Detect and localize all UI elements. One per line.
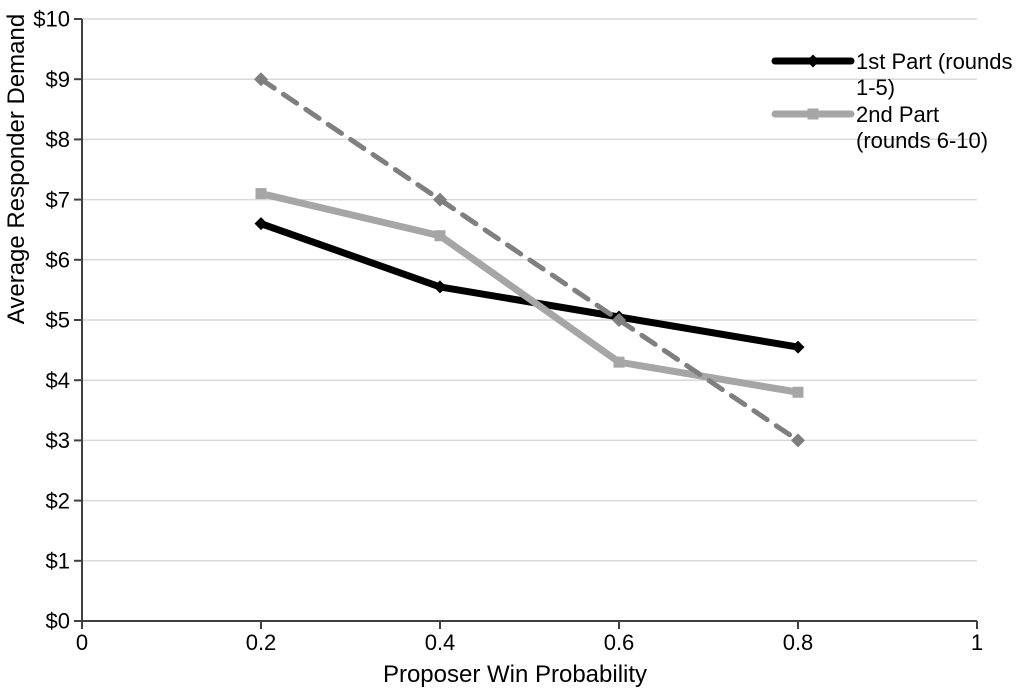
series-2-line	[258, 76, 801, 443]
y-tick-label: $6	[46, 248, 70, 273]
series-2-marker	[254, 72, 268, 87]
series-0-marker	[433, 280, 447, 294]
legend-swatch-marker	[806, 54, 820, 68]
y-tick-label: $9	[46, 67, 70, 92]
legend-label: 1-5)	[856, 75, 895, 100]
y-tick-label: $0	[46, 609, 70, 634]
y-tick-label: $10	[33, 7, 70, 32]
x-tick-label: 0	[76, 630, 88, 655]
x-tick-label: 0.6	[604, 630, 635, 655]
series-1-group	[255, 188, 804, 398]
y-tick-label: $1	[46, 549, 70, 574]
series-1-marker	[792, 386, 804, 398]
legend-label: (rounds 6-10)	[856, 128, 988, 153]
series-2-group	[254, 72, 805, 448]
x-tick-label: 0.8	[783, 630, 814, 655]
series-2-marker	[791, 433, 805, 448]
legend-swatch-marker	[807, 108, 819, 120]
x-tick-label: 1	[971, 630, 983, 655]
series-2-marker	[612, 313, 626, 327]
x-tick-label: 0.2	[246, 630, 277, 655]
series-0-marker	[791, 340, 805, 354]
legend-label: 1st Part (rounds	[856, 49, 1013, 74]
y-tick-label: $2	[46, 488, 70, 513]
series-1-marker	[434, 230, 446, 242]
series-1-line	[257, 190, 802, 396]
legend-entry-1: 2nd Part(rounds 6-10)	[771, 102, 988, 153]
y-tick-label: $7	[46, 187, 70, 212]
y-tick-label: $8	[46, 127, 70, 152]
series-1-marker	[255, 188, 267, 200]
series-0-marker	[254, 217, 268, 231]
y-axis-title: Average Responder Demand	[3, 14, 30, 324]
y-tick-label: $5	[46, 308, 70, 333]
x-tick-label: 0.4	[425, 630, 456, 655]
series-0-group	[254, 217, 805, 354]
x-axis-title: Proposer Win Probability	[383, 661, 647, 688]
y-tick-label: $3	[46, 428, 70, 453]
legend-label: 2nd Part	[856, 102, 939, 127]
series-2-marker	[433, 192, 447, 207]
series-0-line	[257, 220, 802, 351]
y-tick-label: $4	[46, 368, 70, 393]
series-1-marker	[613, 356, 625, 368]
